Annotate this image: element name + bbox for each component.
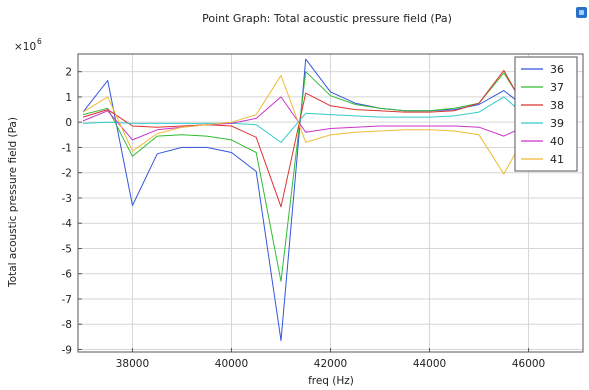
x-tick-label: 46000 [512, 358, 545, 370]
legend-label-41: 41 [550, 153, 564, 166]
plot-frame [77, 53, 584, 353]
y-tick-label: -2 [62, 168, 72, 180]
chart-title: Point Graph: Total acoustic pressure fie… [202, 12, 452, 25]
x-tick-label: 42000 [314, 358, 347, 370]
series-line-38 [82, 69, 529, 208]
series-lines [82, 58, 529, 342]
x-tick-label: 44000 [413, 358, 446, 370]
y-tick-label: 0 [65, 117, 72, 129]
y-tick-label: 1 [65, 92, 72, 104]
y-tick-label: -5 [62, 243, 72, 255]
series-line-37 [82, 71, 529, 282]
x-tick-label: 38000 [116, 358, 149, 370]
series-line-40 [82, 96, 529, 141]
legend-label-38: 38 [550, 99, 564, 112]
y-tick-label: -8 [62, 319, 72, 331]
y-tick-label: 2 [65, 67, 72, 79]
legend-box [514, 56, 578, 172]
y-axis: 2 1 0 -1 -2 -3 -4 -5 -6 -7 -8 -9 [62, 67, 82, 356]
y-tick-label: -1 [62, 142, 72, 154]
y-scale-base: ×10 [14, 41, 36, 53]
legend-label-40: 40 [550, 135, 564, 148]
y-tick-label: -4 [62, 218, 73, 230]
legend-label-36: 36 [550, 63, 564, 76]
y-tick-label: -9 [62, 344, 72, 356]
series-line-36 [82, 58, 529, 342]
x-tick-label: 40000 [215, 358, 248, 370]
y-axis-label: Total acoustic pressure field (Pa) [7, 117, 19, 288]
y-tick-label: -3 [62, 193, 72, 205]
legend-label-39: 39 [550, 117, 564, 130]
legend: 36 37 38 39 40 41 [514, 56, 578, 172]
legend-label-37: 37 [550, 81, 564, 94]
series-line-41 [82, 75, 529, 175]
y-tick-label: -6 [62, 269, 73, 281]
y-tick-label: -7 [62, 294, 72, 306]
y-scale-factor: ×10 6 [14, 37, 42, 53]
y-scale-exponent: 6 [37, 37, 42, 46]
series-line-39 [82, 96, 529, 143]
x-axis-label: freq (Hz) [308, 375, 354, 387]
grid [78, 54, 583, 352]
app-logo-icon [576, 7, 587, 18]
x-axis: 38000 40000 42000 44000 46000 [116, 348, 545, 370]
